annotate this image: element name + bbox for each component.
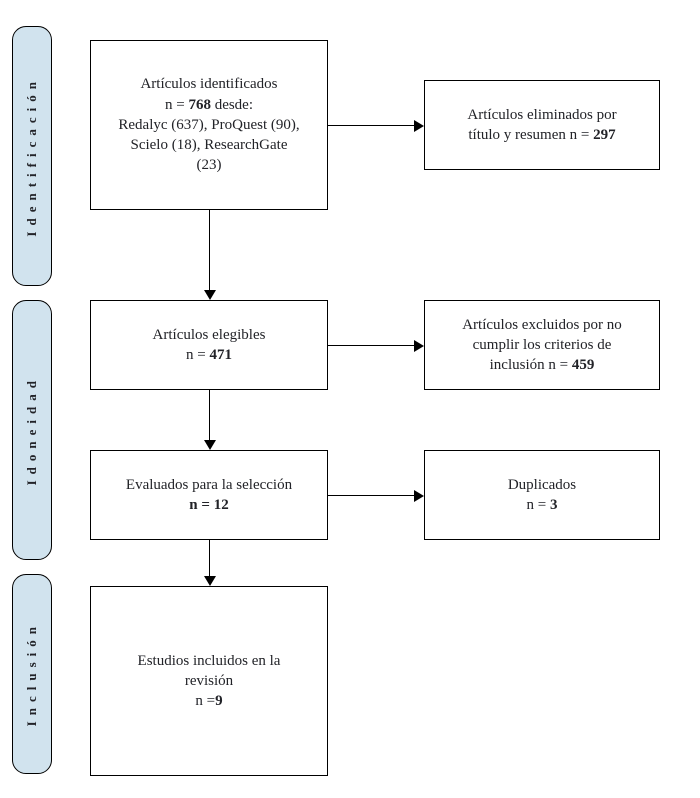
arrow-line xyxy=(328,125,415,126)
n-duplicados: Duplicadosn = 3 xyxy=(424,450,660,540)
phase-inclusion: Inclusión xyxy=(12,574,52,774)
phase-identificacion-label: Identificación xyxy=(24,76,40,237)
n-eliminados-text: Artículos eliminados portítulo y resumen… xyxy=(435,105,649,146)
arrow-head xyxy=(414,120,424,132)
phase-idoneidad: Idoneidad xyxy=(12,300,52,560)
arrow-head xyxy=(414,490,424,502)
arrow-head xyxy=(204,290,216,300)
n-evaluados-text: Evaluados para la selecciónn = 12 xyxy=(101,475,317,516)
arrow-line xyxy=(328,495,415,496)
n-excluidos-text: Artículos excluidos por nocumplir los cr… xyxy=(435,315,649,376)
arrow-line xyxy=(328,345,415,346)
n-eliminados: Artículos eliminados portítulo y resumen… xyxy=(424,80,660,170)
n-incluidos: Estudios incluidos en larevisiónn =9 xyxy=(90,586,328,776)
n-identificados-text: Artículos identificadosn = 768 desde:Red… xyxy=(101,74,317,175)
arrow-line xyxy=(209,540,210,577)
phase-identificacion: Identificación xyxy=(12,26,52,286)
arrow-head xyxy=(414,340,424,352)
n-incluidos-text: Estudios incluidos en larevisiónn =9 xyxy=(101,651,317,712)
n-identificados: Artículos identificadosn = 768 desde:Red… xyxy=(90,40,328,210)
prisma-flowchart: Identificación Idoneidad Inclusión Artículo… xyxy=(0,0,700,798)
n-duplicados-text: Duplicadosn = 3 xyxy=(435,475,649,516)
n-evaluados: Evaluados para la selecciónn = 12 xyxy=(90,450,328,540)
arrow-line xyxy=(209,390,210,441)
phase-inclusion-label: Inclusión xyxy=(24,621,40,726)
phase-idoneidad-label: Idoneidad xyxy=(24,375,40,485)
arrow-line xyxy=(209,210,210,291)
arrow-head xyxy=(204,440,216,450)
n-elegibles: Artículos elegiblesn = 471 xyxy=(90,300,328,390)
n-elegibles-text: Artículos elegiblesn = 471 xyxy=(101,325,317,366)
n-excluidos: Artículos excluidos por nocumplir los cr… xyxy=(424,300,660,390)
arrow-head xyxy=(204,576,216,586)
